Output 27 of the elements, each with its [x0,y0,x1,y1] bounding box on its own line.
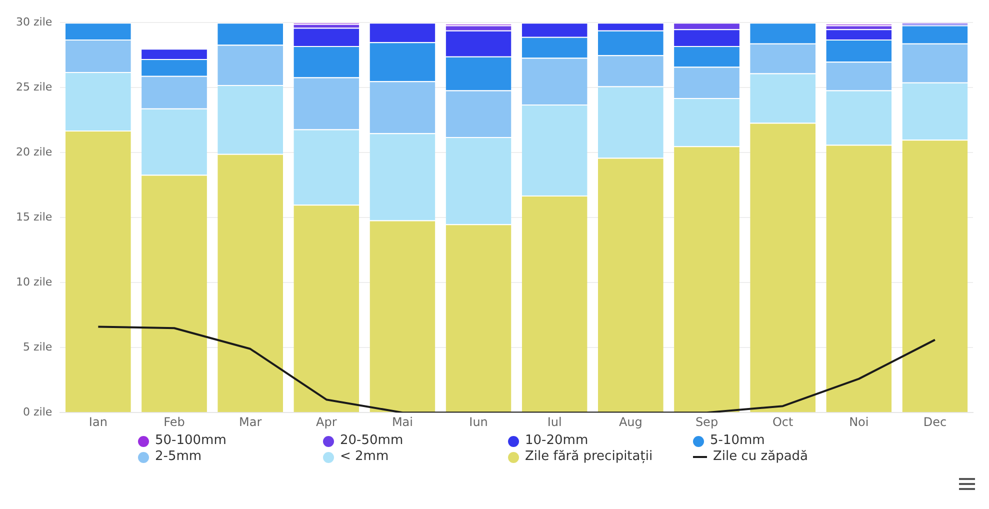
x-tick-label: Iul [547,414,562,429]
y-tick-label: 0 zile [22,405,52,418]
y-tick-label: 15 zile [16,210,52,224]
x-tick-label: Mai [392,414,413,429]
x-tick-label: Ian [88,414,108,429]
legend-label: 50-100mm [155,433,226,449]
legend-label: Zile cu zăpadă [713,449,808,465]
x-tick-label: Mar [239,414,262,429]
x-tick-label: Aug [618,414,642,429]
x-tick-label: Noi [849,414,869,429]
x-tick-label: Oct [772,414,794,429]
y-tick-label: 10 zile [16,275,52,288]
y-tick-label: 20 zile [16,145,52,158]
x-tick-label: Iun [469,414,488,429]
legend-label: 2-5mm [155,449,202,465]
legend-label: 5-10mm [710,433,765,449]
y-tick-label: 25 zile [16,80,52,94]
legend-label: 10-20mm [525,433,588,449]
y-tick-label: 5 zile [22,340,52,354]
legend-label: Zile fără precipitații [525,449,653,465]
x-tick-label: Feb [164,414,185,429]
y-tick-label: 30 zile [16,15,52,28]
legend-label: < 2mm [340,449,389,465]
x-tick-label: Dec [923,414,947,429]
legend-label: 20-50mm [340,433,404,449]
x-tick-label: Apr [316,414,337,429]
x-tick-label: Sep [695,414,718,429]
